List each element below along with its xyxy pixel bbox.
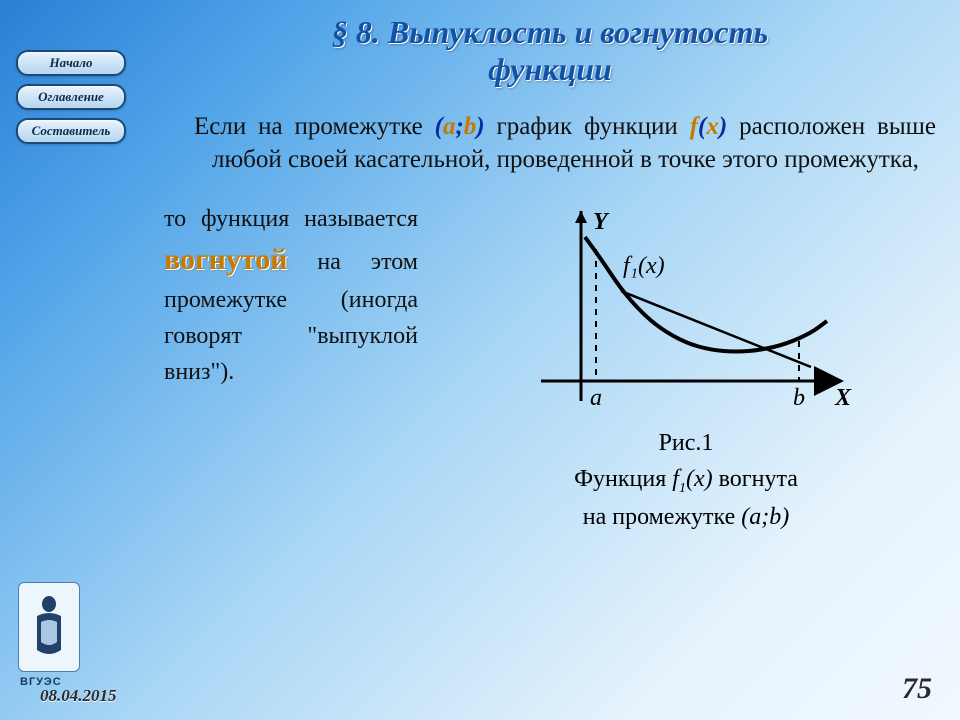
toc-button[interactable]: Оглавление [16,84,126,110]
p1-text-a: Если на промежутке [194,113,435,140]
page-title: § 8. Выпуклость и вогнутость функции [164,14,936,88]
paragraph-1: Если на промежутке (a;b) график функции … [164,110,936,178]
interval-close: ) [476,113,484,140]
svg-text:b: b [793,385,805,411]
figure-caption: Рис.1 Функция f1(x) вогнута на промежутк… [511,425,861,535]
logo-icon [27,592,71,662]
start-button[interactable]: Начало [16,50,126,76]
caption-int: (a;b) [741,504,789,530]
logo [18,582,80,672]
slide-body: § 8. Выпуклость и вогнутость функции Есл… [142,0,960,720]
caption-fx: f1(x) [672,466,712,492]
fx-close: ) [719,113,727,140]
interval-b: b [464,113,477,140]
fx-f: f [690,113,698,140]
interval-a: a [443,113,456,140]
p1-text-b: график функции [485,113,690,140]
fx-x: x [706,113,719,140]
caption-l2b: вогнута [713,466,798,492]
title-line2: функции [488,51,612,87]
svg-text:Y: Y [593,209,610,235]
caption-l3a: на промежутке [583,504,742,530]
figure: Y X a b f₁(x) Рис.1 Функция f1(x) вогнут… [436,201,936,535]
interval-sep: ; [455,113,463,140]
author-button[interactable]: Составитель [16,118,126,144]
interval-open: ( [435,113,443,140]
fx-label: f(x) [690,113,727,140]
title-line1: § 8. Выпуклость и вогнутость [332,14,768,50]
paragraph-2: то функция называется вогнутой на этом п… [164,201,418,535]
svg-text:X: X [834,385,852,411]
svg-text:f₁(x): f₁(x) [623,253,665,279]
footer-date: 08.04.2015 [40,686,117,706]
caption-l2a: Функция [574,466,672,492]
svg-text:a: a [590,385,602,411]
p2-text-a: то функция называется [164,206,418,232]
plot-svg: Y X a b f₁(x) [511,201,861,421]
columns: то функция называется вогнутой на этом п… [164,201,936,535]
caption-ris: Рис.1 [659,430,714,456]
interval-ab: (a;b) [435,113,485,140]
concave-term: вогнутой [164,243,288,276]
footer-page: 75 [902,672,932,706]
